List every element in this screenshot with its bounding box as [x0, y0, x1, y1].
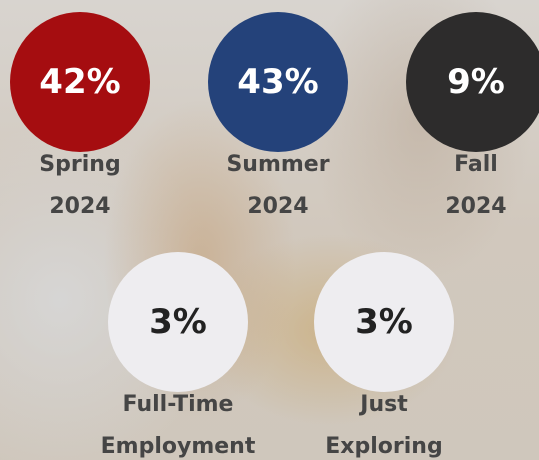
stat-value: 42%	[39, 62, 120, 102]
stat-value: 3%	[149, 302, 207, 342]
label-line: Fall	[376, 144, 539, 186]
stat-value: 3%	[355, 302, 413, 342]
stat-circle: 9%	[406, 12, 539, 152]
infographic: 42% Spring2024 43% Summer2024 9% Fall202…	[0, 0, 539, 460]
label-line: Exploring	[284, 426, 484, 460]
label-line: 2024	[0, 186, 180, 228]
label-line: Full-Time	[78, 384, 278, 426]
stat-value: 9%	[447, 62, 505, 102]
label-line: 2024	[178, 186, 378, 228]
stat-circle: 3%	[108, 252, 248, 392]
stat-value: 43%	[237, 62, 318, 102]
stat-circle: 42%	[10, 12, 150, 152]
label-line: Employment	[78, 426, 278, 460]
label-line: Just	[284, 384, 484, 426]
stat-circle: 3%	[314, 252, 454, 392]
label-line: Summer	[178, 144, 378, 186]
label-line: Spring	[0, 144, 180, 186]
stat-circle: 43%	[208, 12, 348, 152]
label-line: 2024	[376, 186, 539, 228]
